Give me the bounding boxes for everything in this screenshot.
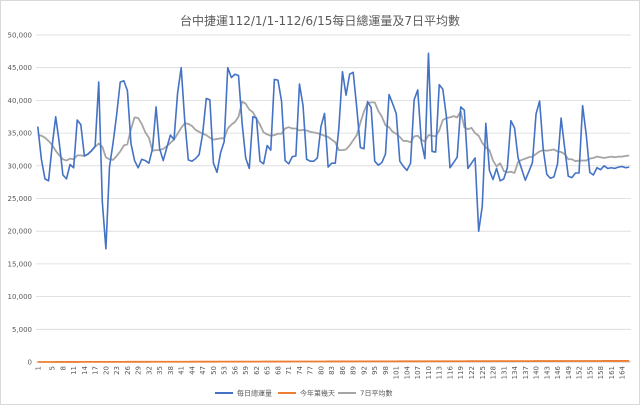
x-tick-label: 155 (586, 366, 594, 379)
y-tick-label: 50,000 (8, 32, 33, 40)
x-tick-label: 71 (285, 366, 293, 375)
x-tick-label: 32 (145, 366, 153, 375)
x-tick-label: 110 (425, 366, 433, 379)
series-line-3 (37, 100, 630, 174)
x-tick-label: 41 (178, 366, 186, 375)
x-tick-label: 77 (307, 366, 315, 375)
x-tick-label: 119 (457, 366, 465, 379)
x-tick-label: 122 (468, 366, 476, 379)
y-tick-label: 10,000 (8, 293, 33, 301)
x-tick-label: 107 (414, 366, 422, 379)
series-line-1 (36, 52, 630, 250)
x-tick-label: 95 (371, 366, 379, 375)
x-tick-label: 74 (296, 365, 304, 374)
x-tick-label: 101 (393, 366, 401, 379)
x-tick-label: 137 (522, 366, 530, 379)
series-layer (36, 52, 630, 363)
legend: 每日總運量 今年第幾天 7日平均數 (215, 389, 392, 398)
x-tick-label: 152 (576, 366, 584, 379)
x-tick-label: 35 (156, 366, 164, 375)
x-tick-label: 113 (436, 366, 444, 379)
legend-label-2: 今年第幾天 (300, 389, 335, 398)
x-tick-label: 158 (597, 366, 605, 379)
x-tick-label: 134 (511, 365, 519, 379)
x-axis: 1 5 8 11 14 17 20 23 26 29 32 35 38 41 44 47 50 53 56 59 62 6… (34, 361, 631, 379)
x-tick-label: 83 (328, 366, 336, 375)
x-tick-label: 23 (113, 366, 121, 375)
x-tick-label: 125 (479, 366, 487, 379)
x-tick-label: 146 (554, 365, 562, 379)
x-tick-label: 14 (81, 365, 89, 374)
x-tick-label: 53 (221, 366, 229, 375)
x-tick-label: 89 (350, 366, 358, 375)
y-tick-label: 20,000 (8, 228, 33, 236)
y-tick-label: 0 (28, 359, 32, 367)
x-tick-label: 104 (403, 365, 411, 379)
y-tick-label: 5,000 (12, 326, 32, 334)
x-tick-label: 29 (135, 366, 143, 375)
y-tick-label: 35,000 (8, 130, 33, 138)
x-tick-label: 164 (619, 365, 627, 379)
x-tick-label: 50 (210, 366, 218, 375)
x-tick-label: 38 (167, 366, 175, 375)
y-tick-label: 45,000 (8, 64, 33, 72)
x-tick-label: 140 (533, 366, 541, 379)
x-tick-label: 161 (608, 366, 616, 379)
chart-title: 台中捷運112/1/1-112/6/15每日總運量及7日平均數 (180, 13, 460, 28)
legend-label-1: 每日總運量 (237, 389, 272, 398)
x-tick-label: 86 (339, 365, 347, 374)
y-tick-label: 30,000 (8, 162, 33, 170)
x-tick-label: 62 (253, 366, 261, 375)
x-tick-label: 116 (446, 365, 454, 379)
x-tick-label: 131 (500, 366, 508, 379)
x-tick-label: 59 (242, 366, 250, 375)
x-tick-label: 17 (92, 366, 100, 375)
x-tick-label: 47 (199, 366, 207, 375)
x-tick-label: 44 (188, 365, 196, 374)
x-tick-label: 98 (382, 366, 390, 375)
x-tick-label: 65 (264, 366, 272, 375)
x-tick-label: 1 (34, 366, 42, 370)
x-tick-label: 56 (231, 365, 239, 374)
x-tick-label: 8 (59, 366, 67, 370)
x-tick-label: 26 (124, 365, 132, 374)
x-tick-label: 11 (70, 366, 78, 375)
x-tick-label: 149 (565, 366, 573, 379)
grid-layer (36, 34, 631, 363)
y-tick-label: 25,000 (8, 195, 33, 203)
y-tick-label: 15,000 (8, 260, 33, 268)
x-tick-label: 5 (49, 366, 57, 370)
legend-label-3: 7日平均數 (360, 389, 392, 398)
y-tick-label: 40,000 (8, 97, 33, 105)
x-tick-label: 68 (274, 366, 282, 375)
series-line-2 (37, 360, 630, 363)
x-tick-label: 128 (490, 366, 498, 379)
x-tick-label: 92 (360, 366, 368, 375)
x-tick-label: 143 (543, 366, 551, 379)
x-tick-label: 80 (317, 366, 325, 375)
x-tick-label: 20 (102, 366, 110, 375)
y-axis: 0 5,000 10,000 15,000 20,000 25,000 30,000 35,0… (8, 32, 33, 367)
